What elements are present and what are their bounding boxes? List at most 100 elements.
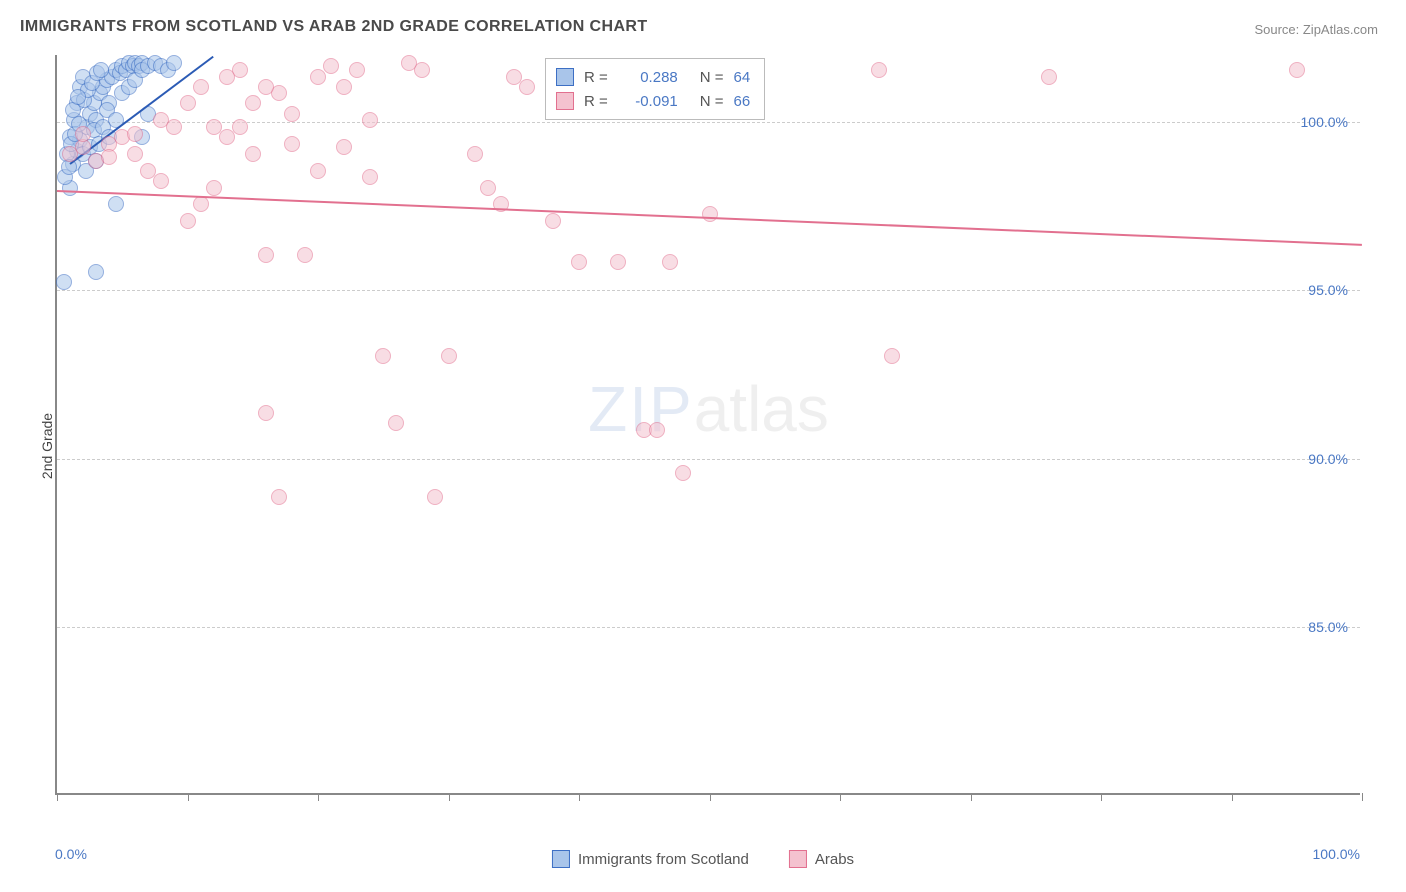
gridline-h (57, 459, 1360, 460)
x-tick (840, 793, 841, 801)
chart-title: IMMIGRANTS FROM SCOTLAND VS ARAB 2ND GRA… (20, 18, 648, 36)
gridline-h (57, 290, 1360, 291)
x-axis-min-label: 0.0% (55, 846, 87, 862)
x-tick (57, 793, 58, 801)
watermark-atlas: atlas (694, 373, 829, 445)
legend-label: Arabs (815, 851, 854, 868)
data-point (375, 348, 391, 364)
x-tick (188, 793, 189, 801)
source-name: ZipAtlas.com (1303, 22, 1378, 37)
watermark: ZIPatlas (588, 372, 829, 446)
data-point (649, 422, 665, 438)
data-point (193, 196, 209, 212)
gridline-h (57, 627, 1360, 628)
stats-row: R =-0.091N =66 (556, 89, 750, 113)
data-point (467, 146, 483, 162)
x-tick (318, 793, 319, 801)
legend-swatch (789, 850, 807, 868)
data-point (206, 119, 222, 135)
data-point (127, 146, 143, 162)
data-point (245, 95, 261, 111)
legend-item: Immigrants from Scotland (552, 850, 749, 868)
y-tick-label: 95.0% (1308, 282, 1348, 298)
data-point (258, 247, 274, 263)
data-point (219, 69, 235, 85)
x-tick (1101, 793, 1102, 801)
legend-swatch (552, 850, 570, 868)
data-point (166, 119, 182, 135)
data-point (153, 173, 169, 189)
data-point (336, 139, 352, 155)
data-point (56, 274, 72, 290)
stats-r-label: R = (584, 69, 608, 86)
x-tick (710, 793, 711, 801)
y-axis-label: 2nd Grade (39, 413, 55, 479)
stats-n-value: 66 (734, 93, 751, 110)
chart-container: IMMIGRANTS FROM SCOTLAND VS ARAB 2ND GRA… (0, 0, 1406, 892)
data-point (284, 136, 300, 152)
legend: Immigrants from Scotland Arabs (552, 850, 854, 868)
source-attribution: Source: ZipAtlas.com (1254, 22, 1378, 37)
stats-r-value: 0.288 (618, 69, 678, 86)
legend-swatch (556, 68, 574, 86)
data-point (75, 126, 91, 142)
data-point (193, 79, 209, 95)
data-point (310, 163, 326, 179)
x-axis-max-label: 100.0% (1313, 846, 1360, 862)
stats-n-value: 64 (734, 69, 751, 86)
data-point (297, 247, 313, 263)
y-tick-label: 100.0% (1301, 114, 1348, 130)
data-point (1041, 69, 1057, 85)
data-point (480, 180, 496, 196)
stats-n-label: N = (700, 69, 724, 86)
data-point (88, 264, 104, 280)
data-point (271, 489, 287, 505)
x-tick (449, 793, 450, 801)
legend-item: Arabs (789, 850, 854, 868)
data-point (206, 180, 222, 196)
data-point (258, 405, 274, 421)
data-point (232, 119, 248, 135)
data-point (245, 146, 261, 162)
data-point (610, 254, 626, 270)
data-point (871, 62, 887, 78)
legend-swatch (556, 92, 574, 110)
data-point (93, 62, 109, 78)
data-point (675, 465, 691, 481)
data-point (323, 58, 339, 74)
data-point (258, 79, 274, 95)
x-tick (579, 793, 580, 801)
stats-box: R =0.288N =64R =-0.091N =66 (545, 58, 765, 120)
data-point (702, 206, 718, 222)
x-tick (1232, 793, 1233, 801)
data-point (427, 489, 443, 505)
trend-line (57, 190, 1362, 246)
data-point (127, 126, 143, 142)
data-point (108, 196, 124, 212)
x-tick (971, 793, 972, 801)
stats-r-value: -0.091 (618, 93, 678, 110)
data-point (336, 79, 352, 95)
data-point (662, 254, 678, 270)
data-point (388, 415, 404, 431)
data-point (545, 213, 561, 229)
plot-area: ZIPatlas 85.0%90.0%95.0%100.0% (55, 55, 1360, 795)
data-point (166, 55, 182, 71)
stats-r-label: R = (584, 93, 608, 110)
y-tick-label: 90.0% (1308, 451, 1348, 467)
data-point (362, 112, 378, 128)
data-point (101, 149, 117, 165)
data-point (362, 169, 378, 185)
data-point (441, 348, 457, 364)
data-point (70, 89, 86, 105)
legend-label: Immigrants from Scotland (578, 851, 749, 868)
data-point (519, 79, 535, 95)
data-point (349, 62, 365, 78)
stats-row: R = 0.288 N = 64 (556, 65, 750, 89)
source-label: Source: (1254, 22, 1302, 37)
data-point (401, 55, 417, 71)
data-point (571, 254, 587, 270)
gridline-h (57, 122, 1360, 123)
data-point (284, 106, 300, 122)
data-point (180, 95, 196, 111)
